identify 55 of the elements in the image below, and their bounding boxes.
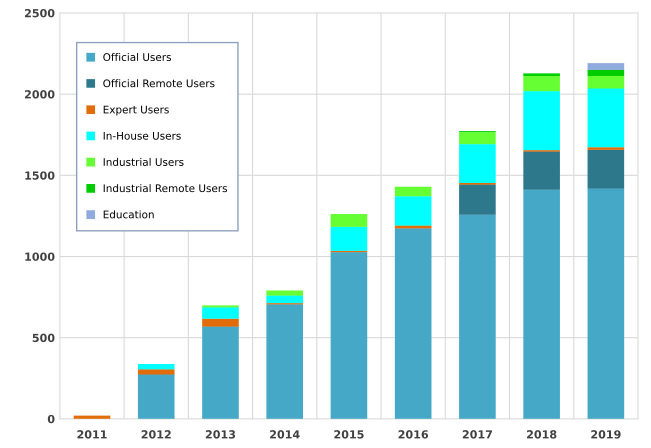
legend-label: Education	[104, 210, 154, 218]
x-tick-label: 2018	[527, 430, 556, 439]
bar	[202, 318, 239, 327]
bar	[330, 226, 368, 251]
bar	[588, 188, 624, 419]
bar	[588, 76, 624, 88]
bar	[588, 70, 624, 76]
legend-label: Industrial Users	[104, 158, 184, 166]
bar	[523, 73, 560, 76]
bar	[459, 214, 496, 419]
bar	[394, 196, 432, 226]
bar	[138, 364, 175, 370]
x-tick-label: 2017	[462, 430, 492, 439]
bar	[330, 214, 368, 227]
legend-label: In-House Users	[104, 132, 181, 140]
y-tick-label: 0	[48, 414, 54, 424]
x-tick-label: 2016	[398, 430, 428, 439]
x-tick-label: 2011	[77, 430, 107, 439]
y-tick-label: 2000	[24, 90, 54, 99]
bar	[459, 132, 496, 144]
bar	[523, 76, 560, 92]
bar	[394, 186, 432, 196]
legend-label: Expert Users	[104, 106, 169, 116]
bar	[330, 252, 368, 419]
bar	[202, 307, 239, 319]
x-tick-label: 2012	[142, 430, 171, 439]
bar	[588, 88, 624, 148]
bar	[523, 152, 560, 190]
bar	[459, 184, 496, 215]
x-tick-label: 2019	[591, 430, 621, 439]
bar	[588, 63, 624, 70]
y-tick-label: 2500	[24, 8, 54, 18]
y-tick-label: 500	[32, 334, 54, 342]
legend-label: Official Remote Users	[103, 79, 215, 88]
bar	[394, 228, 432, 419]
y-tick-label: 1500	[25, 171, 54, 180]
bar	[588, 150, 624, 189]
bar	[588, 147, 624, 150]
bar	[266, 296, 304, 304]
bar	[523, 91, 560, 150]
bar	[138, 374, 175, 419]
legend-label: Official Users	[103, 52, 171, 62]
bar	[74, 416, 110, 419]
x-tick-label: 2015	[334, 430, 364, 439]
bar	[459, 144, 496, 183]
bar	[266, 304, 304, 419]
y-tick-label: 1000	[25, 252, 54, 261]
legend-label: Industrial Remote Users	[104, 184, 228, 192]
bar	[266, 290, 304, 296]
bar	[202, 326, 239, 419]
x-tick-label: 2013	[206, 430, 236, 439]
bar	[523, 190, 560, 419]
bar	[394, 226, 432, 228]
bar	[138, 369, 175, 375]
x-tick-label: 2014	[270, 430, 300, 439]
